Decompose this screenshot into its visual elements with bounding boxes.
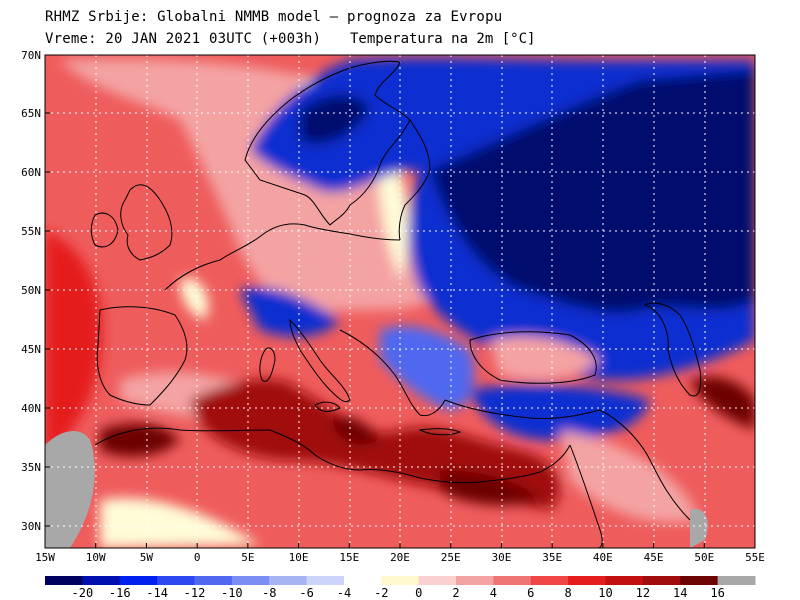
colorbar-swatch [194, 576, 233, 585]
colorbar-label: 12 [636, 586, 650, 600]
longitude-label: 5E [241, 551, 254, 564]
colorbar-label: -8 [262, 586, 276, 600]
colorbar-swatch [717, 576, 756, 585]
temperature-field [45, 55, 755, 548]
colorbar-label: -12 [184, 586, 206, 600]
longitude-label: 0 [194, 551, 201, 564]
colorbar-swatch [45, 576, 83, 585]
latitude-label: 65N [21, 107, 41, 120]
colorbar-labels: -20 -16 -14 -12 -10 -8 -6 -4 -2 0 2 4 6 8 10 12 14 16 [72, 586, 725, 600]
latitude-label: 35N [21, 461, 41, 474]
latitude-label: 30N [21, 520, 41, 533]
valid-time: Vreme: 20 JAN 2021 03UTC (+003h) [45, 31, 322, 47]
coastlines [90, 60, 702, 548]
latitude-label: 70N [21, 49, 41, 62]
colorbar-swatch [269, 576, 308, 585]
colorbar-swatch [381, 576, 420, 585]
longitude-labels: 15W 10W 5W 0 5E 10E 15E 20E 25E 30E 35E 40E 45E 50E 55… [35, 543, 765, 564]
longitude-label: 15E [339, 551, 359, 564]
colorbar-label: 8 [565, 586, 572, 600]
longitude-label: 35E [542, 551, 562, 564]
colorbar-swatch [343, 576, 382, 585]
missing-data-east [690, 509, 708, 548]
latitude-label: 50N [21, 284, 41, 297]
longitude-label: 10E [289, 551, 309, 564]
colorbar-label: 4 [490, 586, 497, 600]
colorbar-label: -16 [109, 586, 131, 600]
colorbar-swatch [493, 576, 532, 585]
colorbar-label: -14 [146, 586, 168, 600]
longitude-label: 30E [491, 551, 511, 564]
longitude-label: 40E [593, 551, 613, 564]
colorbar-label: 0 [415, 586, 422, 600]
longitude-label: 5W [140, 551, 154, 564]
field-name: Temperatura na 2m [°C] [350, 31, 536, 47]
longitude-label: 10W [86, 551, 106, 564]
latitude-label: 55N [21, 225, 41, 238]
missing-data-west [45, 430, 95, 548]
colorbar-label: -2 [374, 586, 388, 600]
latitude-labels: 70N 65N 60N 55N 50N 45N 40N 35N 30N [21, 49, 50, 533]
longitude-label: 15W [35, 551, 55, 564]
colorbar-label: 6 [527, 586, 534, 600]
colorbar-label: -6 [299, 586, 313, 600]
longitude-label: 45E [644, 551, 664, 564]
colorbar-label: -20 [72, 586, 94, 600]
longitude-label: 20E [390, 551, 410, 564]
colorbar-label: -4 [337, 586, 351, 600]
colorbar-label: -10 [221, 586, 243, 600]
colorbar-swatch [231, 576, 270, 585]
grid-lines [45, 55, 755, 548]
colorbar-swatch [642, 576, 681, 585]
colorbar-swatch [605, 576, 644, 585]
colorbar-label: 16 [710, 586, 724, 600]
colorbar-label: 2 [452, 586, 459, 600]
colorbar [45, 576, 756, 585]
latitude-label: 40N [21, 402, 41, 415]
colorbar-swatch [306, 576, 345, 585]
colorbar-swatch [157, 576, 195, 585]
latitude-label: 60N [21, 166, 41, 179]
colorbar-label: 10 [598, 586, 612, 600]
colorbar-swatch [418, 576, 457, 585]
longitude-label: 55E [745, 551, 765, 564]
colorbar-swatch [568, 576, 607, 585]
colorbar-swatch [82, 576, 121, 585]
map-title: RHMZ Srbije: Globalni NMMB model — progn… [45, 9, 503, 25]
longitude-label: 50E [694, 551, 714, 564]
latitude-label: 45N [21, 343, 41, 356]
colorbar-swatch [456, 576, 494, 585]
colorbar-swatch [530, 576, 569, 585]
colorbar-label: 14 [673, 586, 687, 600]
longitude-label: 25E [441, 551, 461, 564]
colorbar-swatch [119, 576, 158, 585]
colorbar-swatch [680, 576, 719, 585]
